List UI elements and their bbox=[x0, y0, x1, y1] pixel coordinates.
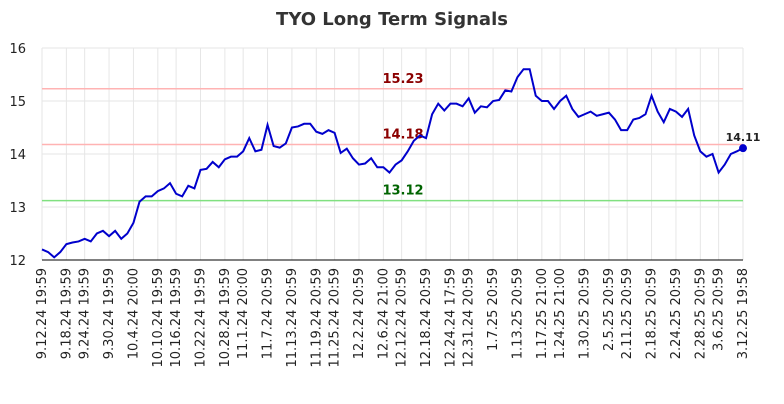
x-tick-label: 10.28.24 19:59 bbox=[218, 268, 233, 368]
x-tick-label: 10.10.24 19:59 bbox=[151, 268, 166, 368]
x-tick-label: 2.18.25 20:59 bbox=[645, 268, 660, 359]
y-tick-label: 12 bbox=[9, 254, 26, 269]
signal-label: 14.18 bbox=[382, 127, 423, 142]
x-tick-label: 2.24.25 20:59 bbox=[669, 268, 684, 359]
x-tick-label: 10.4.24 20:00 bbox=[126, 268, 141, 359]
x-tick-label: 1.30.25 20:59 bbox=[578, 268, 593, 359]
x-tick-label: 10.16.24 19:59 bbox=[169, 268, 184, 368]
x-tick-label: 1.13.25 20:59 bbox=[510, 268, 525, 359]
x-tick-label: 9.24.24 19:59 bbox=[78, 268, 93, 359]
x-tick-label: 12.31.24 20:59 bbox=[462, 268, 477, 368]
x-tick-label: 2.5.25 20:59 bbox=[602, 268, 617, 351]
x-tick-label: 10.22.24 19:59 bbox=[193, 268, 208, 368]
last-value-label: 14.11 bbox=[726, 131, 761, 144]
x-tick-label: 1.7.25 20:59 bbox=[486, 268, 501, 351]
x-tick-label: 12.12.24 20:59 bbox=[395, 268, 410, 368]
x-tick-label: 12.24.24 17:59 bbox=[443, 268, 458, 368]
x-tick-label: 9.12.24 19:59 bbox=[35, 268, 50, 359]
x-tick-label: 12.18.24 20:59 bbox=[419, 268, 434, 368]
x-tick-label: 1.17.25 21:00 bbox=[535, 268, 550, 359]
x-tick-label: 11.25.24 20:59 bbox=[328, 268, 343, 368]
chart-title: TYO Long Term Signals bbox=[276, 9, 508, 30]
signal-label: 13.12 bbox=[382, 184, 423, 199]
x-tick-label: 3.6.25 20:59 bbox=[712, 268, 727, 351]
x-tick-label: 3.12.25 19:58 bbox=[736, 268, 751, 359]
last-point bbox=[739, 144, 747, 153]
x-tick-label: 12.2.24 20:59 bbox=[352, 268, 367, 359]
x-tick-label: 9.30.24 19:59 bbox=[102, 268, 117, 359]
y-tick-label: 13 bbox=[9, 201, 26, 216]
x-tick-label: 11.1.24 20:00 bbox=[236, 268, 251, 359]
x-tick-label: 1.24.25 21:00 bbox=[553, 268, 568, 359]
y-tick-label: 15 bbox=[9, 95, 26, 110]
x-tick-label: 2.11.25 20:59 bbox=[620, 268, 635, 359]
price-line bbox=[41, 68, 744, 259]
x-tick-label: 2.28.25 20:59 bbox=[693, 268, 708, 359]
x-tick-label: 11.13.24 20:59 bbox=[285, 268, 300, 368]
signal-label: 15.23 bbox=[382, 72, 423, 87]
x-tick-label: 11.7.24 20:59 bbox=[261, 268, 276, 359]
x-tick-label: 12.6.24 21:00 bbox=[376, 268, 391, 359]
y-tick-label: 16 bbox=[9, 42, 26, 57]
x-tick-label: 9.18.24 19:59 bbox=[59, 268, 74, 359]
x-tick-label: 11.19.24 20:59 bbox=[309, 268, 324, 368]
y-tick-label: 14 bbox=[9, 148, 26, 163]
